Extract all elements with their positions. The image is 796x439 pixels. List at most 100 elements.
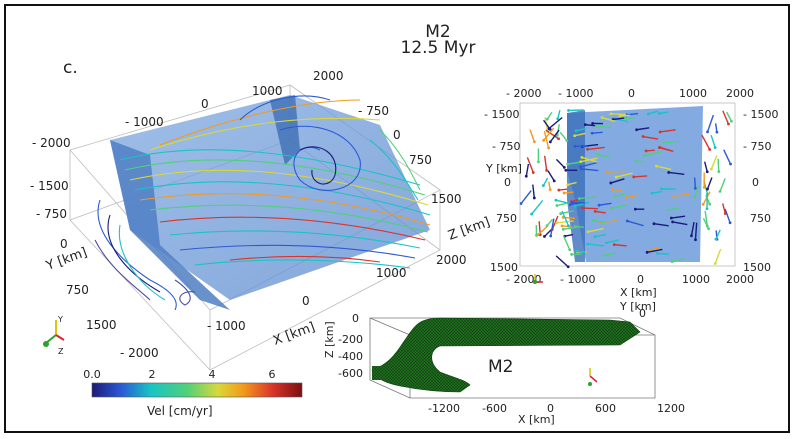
velocity-arrow-head [545, 168, 549, 172]
velocity-arrow-head [542, 138, 545, 142]
velocity-arrow [574, 132, 586, 137]
inset-z-tick-3: -600 [338, 367, 363, 380]
orientation-triad-right [533, 274, 543, 284]
velocity-arrow-head [650, 191, 654, 195]
velocity-arrow-head [713, 146, 717, 150]
inset-x-ticks: -1200 -600 0 600 1200 [428, 402, 685, 415]
tick-bottom-1: - 1000 [207, 319, 246, 333]
tick-left-0: - 1500 [30, 179, 69, 193]
velocity-arrow-head [573, 204, 577, 208]
velocity-arrow [549, 129, 560, 143]
triad-y-label: Y [57, 315, 63, 324]
velocity-arrow-head [567, 224, 570, 228]
velocity-arrow [525, 163, 530, 177]
rt-tick-bottom-4: 2000 [726, 273, 754, 286]
velocity-arrow [610, 204, 628, 210]
velocity-arrow [587, 227, 604, 233]
velocity-arrow [706, 177, 713, 190]
streamlines [94, 95, 431, 311]
velocity-arrow [612, 117, 626, 121]
colorbar-tick: 6 [269, 368, 276, 381]
velocity-arrow-head [568, 248, 572, 252]
velocity-arrow-head [605, 241, 608, 245]
velocity-arrow [563, 191, 574, 194]
velocity-arrow [555, 255, 569, 268]
velocity-arrow-head [591, 218, 594, 222]
velocity-arrow-head [586, 242, 590, 246]
velocity-arrow-head [548, 127, 552, 131]
velocity-arrow [620, 114, 630, 117]
velocity-arrow [548, 116, 563, 130]
rt-tick-right-4: 1500 [743, 261, 771, 274]
velocity-arrow-head [543, 235, 546, 238]
velocity-arrow-head [693, 186, 697, 190]
velocity-arrow [551, 215, 559, 230]
velocity-arrow-head [612, 243, 616, 247]
inset-model-label: M2 [488, 357, 513, 377]
rt-tick-right-1: - 750 [743, 140, 771, 153]
velocity-arrow-head [633, 207, 637, 211]
inset-x-tick-3: 600 [595, 402, 616, 415]
right-view-box [519, 102, 736, 267]
left-axis-ticks: - 1000 0 1000 2000 - 2000 - 1500 - 750 0… [30, 69, 467, 360]
orientation-triad-inset [588, 368, 598, 386]
velocity-arrow [556, 124, 560, 136]
velocity-arrow-head [586, 147, 589, 151]
velocity-arrow [526, 157, 534, 173]
slab-back-wall [270, 95, 300, 165]
velocity-arrow [714, 248, 722, 264]
velocity-arrow [610, 178, 625, 184]
velocity-arrow [653, 223, 669, 227]
rt-tick-top-2: 0 [628, 87, 635, 100]
rt-tick-left-3: 750 [496, 212, 517, 225]
velocity-arrow-head [602, 254, 606, 258]
velocity-arrow [610, 113, 626, 116]
velocity-arrow [520, 190, 532, 204]
velocity-arrow [722, 110, 730, 125]
rt-tick-left-4: 1500 [490, 261, 518, 274]
inset-z-tick-1: -200 [338, 333, 363, 346]
inset-x-tick-0: -1200 [428, 402, 460, 415]
velocity-arrow-head [580, 156, 584, 159]
time-title: 12.5 Myr [401, 38, 476, 58]
velocity-arrow [550, 218, 555, 237]
velocity-arrow [612, 188, 622, 192]
right-y-label-bottom: Y [km] [619, 300, 656, 313]
velocity-arrow-head [728, 221, 732, 225]
tick-bottom-4: 2000 [436, 253, 467, 267]
tick-left-1: - 750 [36, 207, 67, 221]
velocity-arrow-head [524, 174, 528, 178]
velocity-arrow [557, 109, 561, 119]
colorbar-label: Vel [cm/yr] [147, 404, 213, 418]
colorbar-ticks: 0.0 2 4 6 [83, 368, 275, 381]
velocity-arrow-head [610, 187, 614, 191]
velocity-arrow [693, 177, 697, 189]
velocity-arrow-head [591, 122, 595, 125]
velocity-arrow [559, 131, 568, 142]
velocity-arrow [626, 194, 639, 199]
velocity-arrow [659, 111, 669, 115]
velocity-arrow-head [645, 250, 649, 254]
rt-tick-bottom-2: 0 [637, 273, 644, 286]
velocity-arrow-head [632, 175, 636, 179]
velocity-arrow-head [573, 144, 577, 148]
velocity-arrow [556, 202, 568, 207]
inset-cross-section: 0 -200 -400 -600 Z [km] 0 -1200 -600 0 6… [323, 307, 685, 426]
velocity-arrow [537, 226, 548, 236]
velocity-arrow [717, 158, 720, 172]
panel-label: c. [63, 58, 78, 78]
velocity-arrow-head [532, 140, 536, 144]
velocity-arrow-head [568, 203, 572, 207]
velocity-arrow [532, 184, 536, 199]
velocity-arrow-head [714, 237, 718, 241]
velocity-arrow-head [672, 194, 676, 198]
inset-z-tick-0: 0 [352, 312, 359, 325]
velocity-arrow [659, 129, 676, 133]
velocity-arrow [701, 134, 711, 150]
slab-top-view [567, 106, 703, 262]
velocity-arrow [646, 149, 655, 152]
velocity-arrow [596, 125, 611, 128]
velocity-arrow-head [671, 220, 675, 224]
figure-frame [4, 4, 790, 433]
